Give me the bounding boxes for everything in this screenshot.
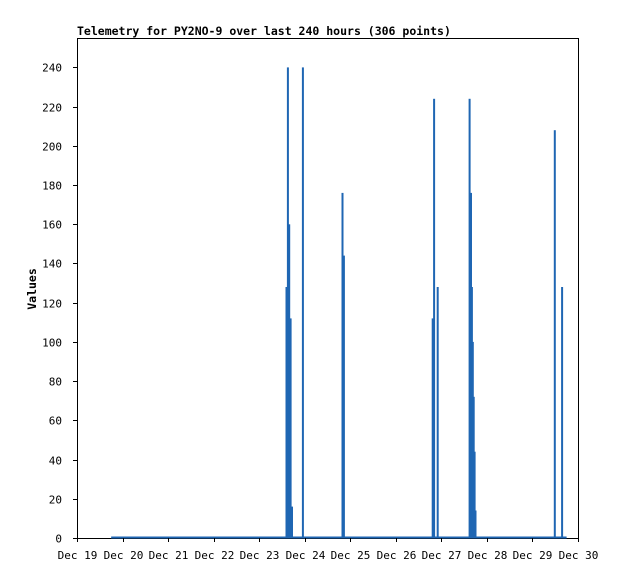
bars-group: [285, 67, 564, 539]
bar-1: [286, 67, 289, 539]
x-tick-label-3: Dec 22: [195, 549, 235, 562]
bar-3: [289, 318, 292, 538]
x-tick-label-10: Dec 29: [513, 549, 553, 562]
x-tick-label-4: Dec 23: [240, 549, 280, 562]
y-axis-label: Values: [25, 268, 39, 310]
y-tick-label-60: 60: [49, 415, 62, 428]
y-tick-label-200: 200: [42, 141, 62, 154]
y-tick-label-140: 140: [42, 258, 62, 271]
bar-0: [285, 287, 288, 538]
x-tick-label-6: Dec 25: [331, 549, 371, 562]
y-tick-label-220: 220: [42, 102, 62, 115]
bar-18: [553, 130, 556, 538]
x-tick-label-8: Dec 27: [422, 549, 462, 562]
y-tick-label-20: 20: [49, 494, 62, 507]
chart-title: Telemetry for PY2NO-9 over last 240 hour…: [77, 24, 451, 38]
bar-9: [433, 98, 436, 539]
bar-19: [561, 287, 564, 538]
x-ticks-group: Dec 19 Dec 20 Dec 21 Dec 22 Dec 23 Dec 24 Dec …: [58, 538, 599, 562]
x-tick-label-5: Dec 24: [286, 549, 326, 562]
y-tick-label-80: 80: [49, 376, 62, 389]
x-tick-label-0: Dec 19: [58, 549, 98, 562]
x-tick-label-9: Dec 28: [468, 549, 508, 562]
x-tick-label-1: Dec 20: [104, 549, 144, 562]
bar-5: [301, 67, 304, 539]
y-tick-label-180: 180: [42, 180, 62, 193]
bar-7: [342, 255, 345, 538]
y-tick-label-120: 120: [42, 298, 62, 311]
bar-11: [468, 98, 471, 539]
y-ticks-group: 0 20 40 60 80 100 120 140 160 180 200 220 240: [42, 62, 77, 546]
bar-10: [436, 287, 439, 538]
bar-6: [341, 192, 344, 538]
x-tick-label-11: Dec 30: [559, 549, 599, 562]
bar-4: [291, 506, 293, 538]
x-tick-label-7: Dec 26: [377, 549, 417, 562]
plot-frame: [77, 38, 579, 539]
bar-17: [474, 510, 477, 538]
y-tick-label-40: 40: [49, 455, 62, 468]
y-tick-label-160: 160: [42, 219, 62, 232]
bar-8: [431, 318, 434, 538]
x-tick-label-2: Dec 21: [149, 549, 189, 562]
bar-2: [288, 224, 291, 539]
y-tick-label-100: 100: [42, 337, 62, 350]
bar-16: [473, 451, 476, 538]
y-tick-label-0: 0: [55, 533, 62, 546]
y-tick-label-240: 240: [42, 62, 62, 75]
